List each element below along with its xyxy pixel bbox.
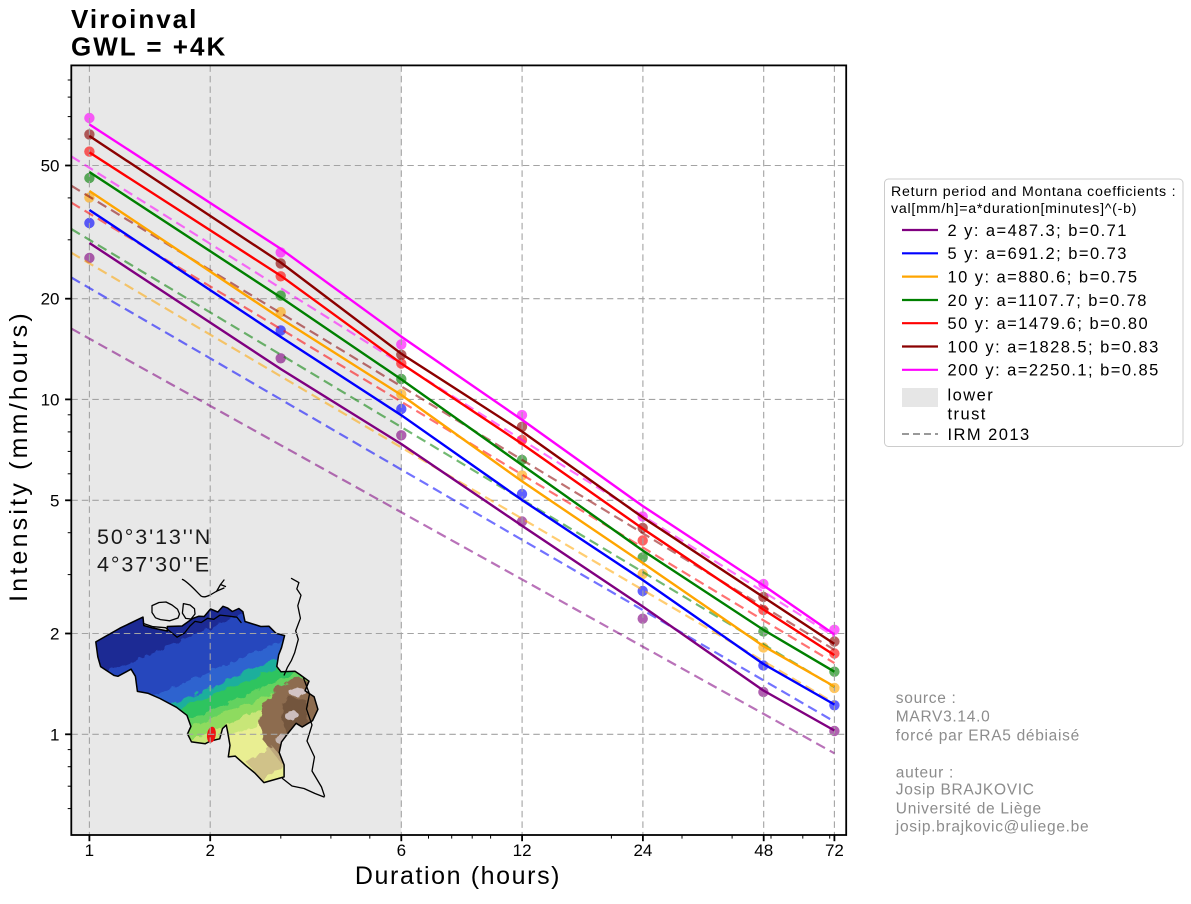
svg-text:4°37'30''E: 4°37'30''E (97, 553, 211, 577)
svg-text:Return period and Montana coef: Return period and Montana coefficients : (891, 184, 1176, 200)
svg-text:200 y: a=2250.1; b=0.85: 200 y: a=2250.1; b=0.85 (948, 362, 1160, 380)
svg-text:2 y: a=487.3; b=0.71: 2 y: a=487.3; b=0.71 (948, 222, 1128, 240)
svg-text:GWL = +4K: GWL = +4K (71, 32, 227, 62)
svg-text:10 y: a=880.6; b=0.75: 10 y: a=880.6; b=0.75 (948, 268, 1139, 286)
svg-text:48: 48 (754, 841, 773, 860)
svg-text:20 y: a=1107.7; b=0.78: 20 y: a=1107.7; b=0.78 (948, 292, 1148, 310)
svg-text:Université de Liège: Université de Liège (896, 800, 1042, 817)
svg-text:50°3'13''N: 50°3'13''N (97, 525, 212, 549)
svg-text:20: 20 (41, 290, 60, 309)
svg-text:auteur :: auteur : (896, 765, 954, 782)
svg-text:josip.brajkovic@uliege.be: josip.brajkovic@uliege.be (895, 818, 1090, 835)
svg-text:12: 12 (513, 841, 532, 860)
svg-text:2: 2 (205, 841, 214, 860)
svg-text:24: 24 (633, 841, 652, 860)
svg-text:forcé par ERA5 débiaisé: forcé par ERA5 débiaisé (896, 727, 1080, 744)
svg-text:IRM 2013: IRM 2013 (948, 426, 1031, 444)
svg-text:5 y: a=691.2; b=0.73: 5 y: a=691.2; b=0.73 (948, 245, 1128, 263)
svg-text:50 y: a=1479.6; b=0.80: 50 y: a=1479.6; b=0.80 (948, 315, 1150, 333)
svg-text:lower: lower (948, 387, 995, 405)
svg-text:72: 72 (825, 841, 844, 860)
svg-text:val[mm/h]=a*duration[minutes]^: val[mm/h]=a*duration[minutes]^(-b) (891, 201, 1137, 217)
svg-text:6: 6 (397, 841, 406, 860)
svg-text:Duration (hours): Duration (hours) (355, 862, 561, 890)
svg-text:trust: trust (948, 406, 987, 424)
svg-text:5: 5 (50, 491, 59, 510)
svg-text:Josip BRAJKOVIC: Josip BRAJKOVIC (896, 782, 1035, 799)
svg-text:MARV3.14.0: MARV3.14.0 (896, 709, 991, 726)
svg-text:100 y: a=1828.5; b=0.83: 100 y: a=1828.5; b=0.83 (948, 338, 1160, 356)
svg-text:2: 2 (50, 625, 59, 644)
svg-text:1: 1 (85, 841, 94, 860)
svg-text:Viroinval: Viroinval (71, 4, 198, 34)
svg-text:1: 1 (50, 725, 59, 744)
svg-text:50: 50 (41, 157, 60, 176)
svg-text:source :: source : (896, 690, 957, 707)
svg-text:10: 10 (41, 390, 60, 409)
svg-text:Intensity (mm/hours): Intensity (mm/hours) (5, 310, 33, 602)
